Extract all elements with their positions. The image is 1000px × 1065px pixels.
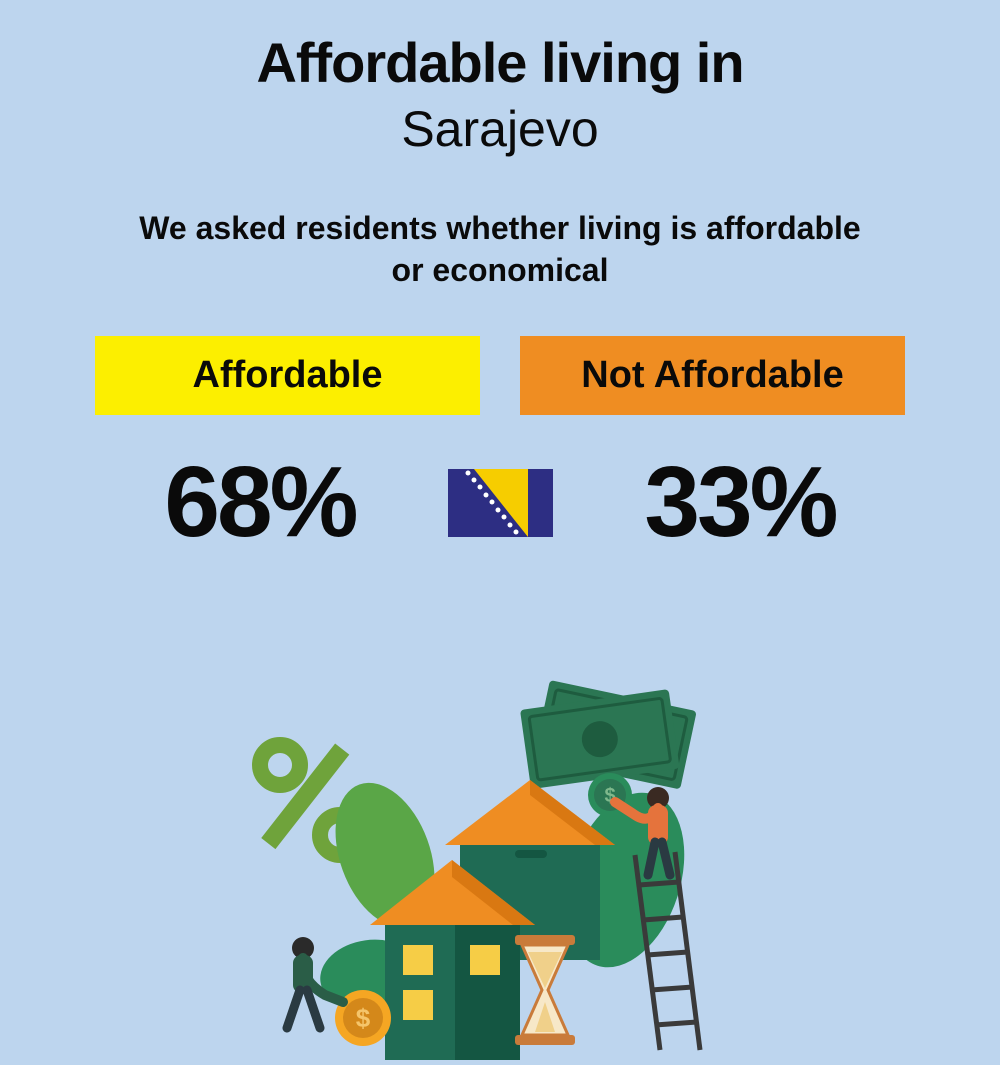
percent-affordable: 68% xyxy=(95,445,425,560)
title-line-2: Sarajevo xyxy=(40,100,960,158)
svg-text:$: $ xyxy=(356,1003,371,1033)
subtitle-text: We asked residents whether living is aff… xyxy=(40,208,960,291)
labels-row: Affordable Not Affordable xyxy=(40,336,960,415)
label-affordable: Affordable xyxy=(95,336,480,415)
bosnia-flag-icon xyxy=(445,468,555,538)
title-line-1: Affordable living in xyxy=(40,30,960,95)
percent-not-affordable: 33% xyxy=(575,445,905,560)
percentages-row: 68% 33% xyxy=(40,445,960,560)
label-not-affordable: Not Affordable xyxy=(520,336,905,415)
housing-savings-illustration: $ $ xyxy=(220,680,780,1060)
